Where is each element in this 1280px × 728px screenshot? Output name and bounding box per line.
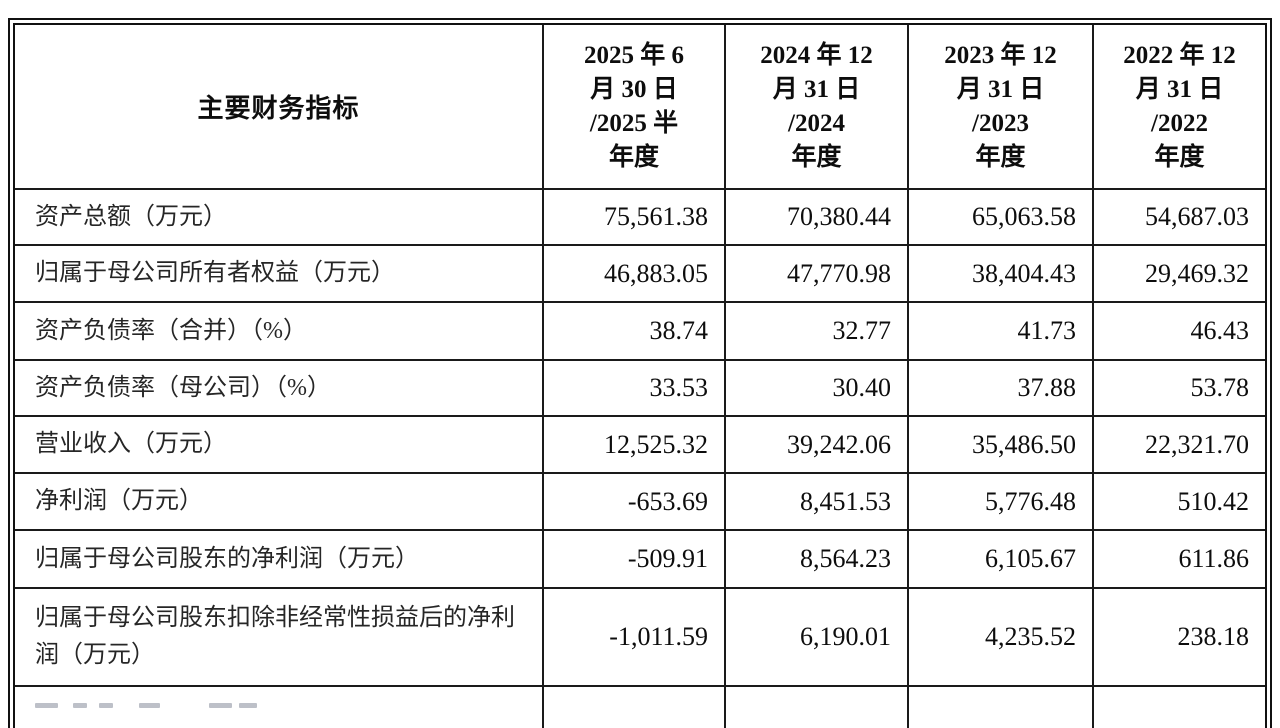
value-cell: 29,469.32 (1092, 244, 1265, 303)
table-header-row: 主要财务指标 2025 年 6 月 30 日 /2025 半 年度 2024 年… (15, 25, 1265, 190)
value-cell: 53.78 (1092, 359, 1265, 417)
table-row-operating-revenue: 营业收入（万元） 12,525.32 39,242.06 35,486.50 2… (15, 415, 1265, 474)
value-cell: 8,564.23 (724, 529, 909, 589)
value-cell: 35,486.50 (907, 415, 1094, 474)
table-row-net-profit: 净利润（万元） -653.69 8,451.53 5,776.48 510.42 (15, 472, 1265, 531)
value-cell: 39,242.06 (724, 415, 909, 474)
value-cell: 22,321.70 (1092, 415, 1265, 474)
value-cell: 4,235.52 (907, 587, 1094, 687)
value-cell: 54,687.03 (1092, 188, 1265, 246)
clipped-cell (542, 685, 726, 728)
table-row-total-assets: 资产总额（万元） 75,561.38 70,380.44 65,063.58 5… (15, 188, 1265, 246)
value-cell: -509.91 (542, 529, 726, 589)
table-row-debt-ratio-consolidated: 资产负债率（合并）（%） 38.74 32.77 41.73 46.43 (15, 301, 1265, 361)
row-label: 净利润（万元） (15, 472, 544, 531)
clipped-cell (907, 685, 1094, 728)
value-cell: -1,011.59 (542, 587, 726, 687)
clipped-cell (724, 685, 909, 728)
header-period-2022: 2022 年 12 月 31 日 /2022 年度 (1092, 25, 1265, 190)
value-cell: 32.77 (724, 301, 909, 361)
value-cell: 33.53 (542, 359, 726, 417)
header-indicator: 主要财务指标 (15, 25, 544, 190)
value-cell: 70,380.44 (724, 188, 909, 246)
clipped-cell (1092, 685, 1265, 728)
value-cell: 238.18 (1092, 587, 1265, 687)
value-cell: 47,770.98 (724, 244, 909, 303)
value-cell: 510.42 (1092, 472, 1265, 531)
header-period-2024: 2024 年 12 月 31 日 /2024 年度 (724, 25, 909, 190)
value-cell: 75,561.38 (542, 188, 726, 246)
value-cell: 65,063.58 (907, 188, 1094, 246)
row-label: 归属于母公司股东的净利润（万元） (15, 529, 544, 589)
financial-indicators-table: 主要财务指标 2025 年 6 月 30 日 /2025 半 年度 2024 年… (8, 18, 1272, 728)
value-cell: 38,404.43 (907, 244, 1094, 303)
table-row-parent-equity: 归属于母公司所有者权益（万元） 46,883.05 47,770.98 38,4… (15, 244, 1265, 303)
header-period-2023: 2023 年 12 月 31 日 /2023 年度 (907, 25, 1094, 190)
row-label: 营业收入（万元） (15, 415, 544, 474)
table-row-net-profit-to-parent: 归属于母公司股东的净利润（万元） -509.91 8,564.23 6,105.… (15, 529, 1265, 589)
value-cell: 6,190.01 (724, 587, 909, 687)
header-period-2025h1: 2025 年 6 月 30 日 /2025 半 年度 (542, 25, 726, 190)
table-row-clipped (15, 685, 1265, 728)
value-cell: 38.74 (542, 301, 726, 361)
value-cell: 37.88 (907, 359, 1094, 417)
value-cell: 5,776.48 (907, 472, 1094, 531)
value-cell: 46,883.05 (542, 244, 726, 303)
table-row-net-profit-excl-nonrecurring: 归属于母公司股东扣除非经常性损益后的净利润（万元） -1,011.59 6,19… (15, 587, 1265, 687)
value-cell: 46.43 (1092, 301, 1265, 361)
value-cell: 611.86 (1092, 529, 1265, 589)
row-label: 资产总额（万元） (15, 188, 544, 246)
row-label: 归属于母公司股东扣除非经常性损益后的净利润（万元） (15, 587, 544, 687)
row-label: 归属于母公司所有者权益（万元） (15, 244, 544, 303)
row-label: 资产负债率（母公司）（%） (15, 359, 544, 417)
value-cell: 12,525.32 (542, 415, 726, 474)
value-cell: 8,451.53 (724, 472, 909, 531)
value-cell: -653.69 (542, 472, 726, 531)
value-cell: 6,105.67 (907, 529, 1094, 589)
table-row-debt-ratio-parent: 资产负债率（母公司）（%） 33.53 30.40 37.88 53.78 (15, 359, 1265, 417)
value-cell: 41.73 (907, 301, 1094, 361)
row-label: 资产负债率（合并）（%） (15, 301, 544, 361)
clipped-row-text-remnant (15, 685, 544, 728)
value-cell: 30.40 (724, 359, 909, 417)
